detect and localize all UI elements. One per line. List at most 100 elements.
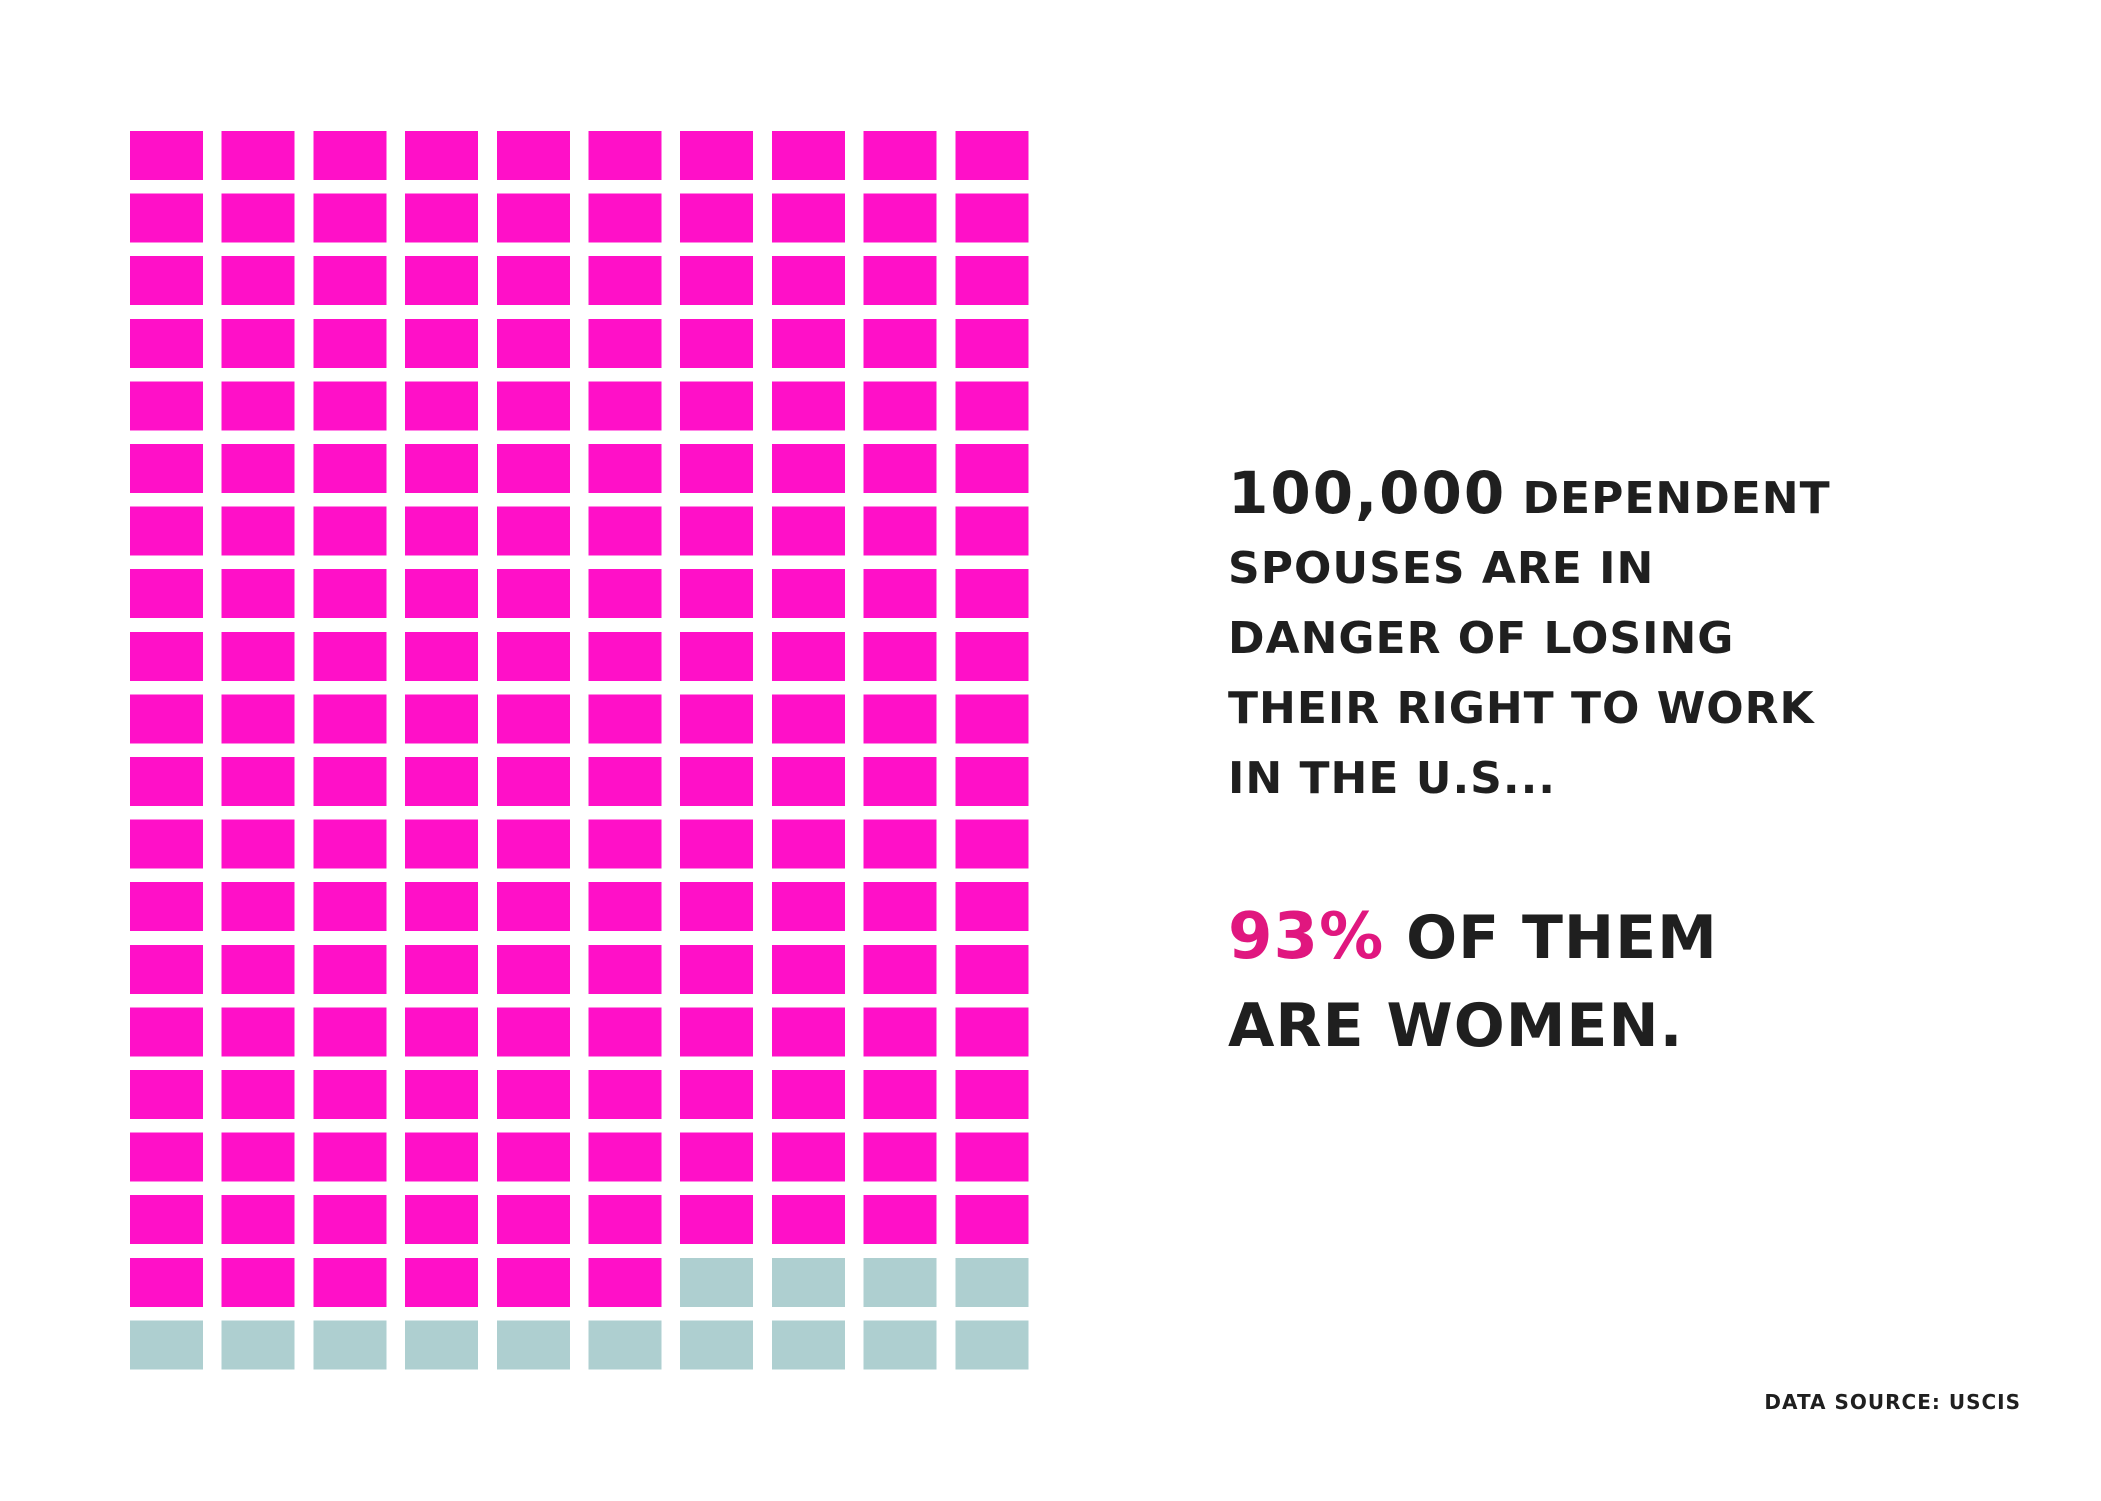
waffle-cell (680, 1257, 754, 1307)
waffle-cell (955, 631, 1029, 681)
waffle-cell (221, 1070, 295, 1119)
waffle-cell (955, 1132, 1029, 1182)
waffle-cell (863, 1132, 937, 1182)
waffle-cell (771, 131, 845, 180)
waffle-cell (771, 318, 845, 368)
waffle-cell (863, 819, 937, 869)
waffle-cell (405, 944, 479, 994)
waffle-cell (496, 1195, 570, 1245)
waffle-cell (313, 131, 387, 180)
waffle-cell (955, 1195, 1029, 1245)
waffle-cell (130, 819, 203, 869)
waffle-cell (130, 882, 203, 932)
waffle-cell (771, 444, 845, 493)
highlight-line-2: are women. (1228, 991, 1684, 1061)
waffle-cell (588, 569, 662, 619)
waffle-cell (313, 1070, 387, 1119)
waffle-cell (221, 1320, 295, 1370)
waffle-cell (313, 757, 387, 806)
waffle-cell (313, 318, 387, 368)
waffle-cell (405, 1320, 479, 1370)
waffle-cell (221, 193, 295, 243)
waffle-cell (771, 193, 845, 243)
waffle-cell (405, 193, 479, 243)
waffle-cell (588, 318, 662, 368)
waffle-cell (221, 1007, 295, 1057)
waffle-cell (955, 757, 1029, 806)
waffle-cell (221, 757, 295, 806)
waffle-cell (130, 569, 203, 619)
waffle-cell (771, 1320, 845, 1370)
waffle-cell (405, 1257, 479, 1307)
waffle-cell (405, 131, 479, 180)
waffle-cell (405, 1007, 479, 1057)
waffle-cell (771, 381, 845, 431)
waffle-cell (313, 381, 387, 431)
waffle-cell (313, 1007, 387, 1057)
headline-line-3: danger of losing (1228, 613, 1735, 664)
waffle-cell (863, 381, 937, 431)
waffle-cell (863, 256, 937, 306)
waffle-cell (863, 944, 937, 994)
waffle-cell (405, 318, 479, 368)
waffle-cell (588, 882, 662, 932)
waffle-cell (221, 506, 295, 556)
waffle-cell (680, 444, 754, 493)
waffle-cell (588, 131, 662, 180)
waffle-cell (313, 631, 387, 681)
waffle-cell (955, 318, 1029, 368)
highlight-line-1: 93% of them (1228, 893, 2028, 982)
waffle-cell (771, 1070, 845, 1119)
waffle-cell (405, 1070, 479, 1119)
headline-line-1-rest: dependent (1522, 473, 1831, 524)
waffle-cell (221, 1132, 295, 1182)
waffle-cell (680, 819, 754, 869)
waffle-cell (863, 1070, 937, 1119)
waffle-cell (863, 193, 937, 243)
waffle-cell (863, 631, 937, 681)
waffle-cell (313, 444, 387, 493)
waffle-cell (680, 882, 754, 932)
waffle-cell (680, 1195, 754, 1245)
waffle-cell (405, 1195, 479, 1245)
waffle-cell (863, 318, 937, 368)
waffle-cell (496, 1070, 570, 1119)
waffle-cell (221, 1257, 295, 1307)
waffle-cell (405, 569, 479, 619)
waffle-cell (955, 381, 1029, 431)
waffle-cell (588, 193, 662, 243)
waffle-cell (588, 944, 662, 994)
waffle-cell (680, 1070, 754, 1119)
waffle-cell (496, 944, 570, 994)
waffle-cell (588, 819, 662, 869)
waffle-cell (955, 1070, 1029, 1119)
waffle-cell (588, 694, 662, 744)
waffle-cell (588, 1132, 662, 1182)
waffle-cell (863, 506, 937, 556)
waffle-cell (771, 256, 845, 306)
waffle-cell (496, 694, 570, 744)
waffle-cell (955, 944, 1029, 994)
waffle-cell (130, 1132, 203, 1182)
waffle-cell (588, 1070, 662, 1119)
waffle-cell (130, 1195, 203, 1245)
waffle-cell (771, 819, 845, 869)
waffle-cell (496, 1132, 570, 1182)
waffle-cell (496, 757, 570, 806)
waffle-cell (863, 1007, 937, 1057)
waffle-cell (680, 381, 754, 431)
waffle-cell (771, 1257, 845, 1307)
waffle-cell (313, 1132, 387, 1182)
waffle-cell (771, 694, 845, 744)
waffle-cell (496, 256, 570, 306)
waffle-cell (680, 1320, 754, 1370)
waffle-cell (313, 1257, 387, 1307)
waffle-cell (221, 381, 295, 431)
waffle-cell (130, 944, 203, 994)
waffle-cell (955, 131, 1029, 180)
waffle-cell (496, 1007, 570, 1057)
waffle-cell (680, 757, 754, 806)
waffle-cell (955, 1257, 1029, 1307)
waffle-cell (863, 1257, 937, 1307)
waffle-chart (130, 131, 1029, 1370)
